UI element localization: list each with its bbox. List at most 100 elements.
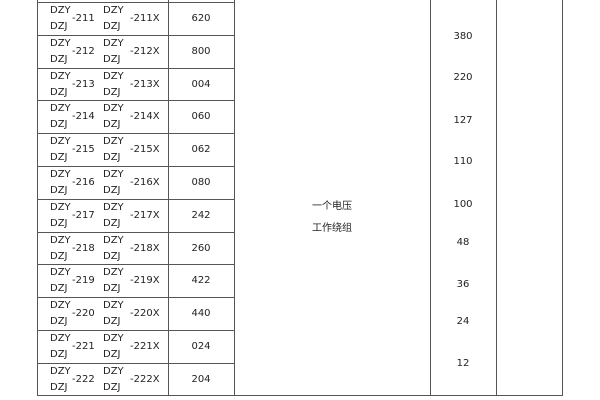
table-row: DZY DZJ -218 DZY DZJ -218X 260 bbox=[37, 232, 234, 265]
row-divider bbox=[37, 362, 234, 364]
table-row: DZY DZJ -219 DZY DZJ -219X 422 bbox=[37, 264, 234, 297]
cell-n: -216 bbox=[72, 177, 95, 188]
cell-p2: DZJ bbox=[50, 250, 68, 262]
row-divider bbox=[37, 67, 234, 69]
cell-q1: DZY bbox=[103, 5, 124, 16]
winding-label-line1: 一个电压 bbox=[312, 201, 352, 212]
winding-label-line2: 工作绕组 bbox=[312, 223, 352, 234]
cell-code: 422 bbox=[191, 275, 211, 287]
voltage-value: 110 bbox=[453, 156, 473, 167]
cell-p1: DZY bbox=[50, 169, 71, 180]
cell-code: 080 bbox=[191, 177, 211, 188]
cell-code: 440 bbox=[191, 308, 211, 320]
cell-n: -219 bbox=[72, 275, 95, 287]
voltage-value: 12 bbox=[456, 358, 470, 369]
cell-x: -211X bbox=[130, 13, 160, 24]
cell-code: 620 bbox=[191, 13, 211, 24]
cell-n: -213 bbox=[72, 78, 95, 90]
cell-p2: DZJ bbox=[50, 86, 68, 98]
voltage-value: 100 bbox=[453, 199, 473, 210]
cell-p2: DZJ bbox=[50, 283, 68, 295]
table-row: DZY DZJ -211 DZY DZJ -211X 620 bbox=[37, 2, 234, 35]
cell-code: 060 bbox=[191, 111, 211, 123]
column-divider bbox=[168, 0, 169, 396]
cell-p1: DZY bbox=[50, 234, 71, 246]
cell-p2: DZJ bbox=[50, 21, 68, 32]
cell-p2: DZJ bbox=[50, 53, 68, 65]
cell-q2: DZJ bbox=[103, 53, 121, 65]
cell-n: -211 bbox=[72, 13, 95, 24]
row-divider bbox=[37, 166, 234, 167]
cell-p1: DZY bbox=[50, 70, 71, 82]
cell-x: -212X bbox=[130, 45, 160, 57]
cell-q2: DZJ bbox=[103, 217, 121, 229]
cell-x: -222X bbox=[130, 373, 160, 385]
cell-p1: DZY bbox=[50, 103, 71, 115]
cell-x: -217X bbox=[130, 209, 160, 221]
cell-q2: DZJ bbox=[103, 349, 121, 360]
voltage-value: 48 bbox=[456, 237, 470, 248]
cell-q1: DZY bbox=[103, 234, 124, 246]
table-row: DZY DZJ -220 DZY DZJ -220X 440 bbox=[37, 297, 234, 330]
cell-q1: DZY bbox=[103, 365, 124, 377]
cell-n: -215 bbox=[72, 144, 95, 156]
cell-code: 800 bbox=[191, 45, 211, 57]
cell-code: 024 bbox=[191, 341, 211, 352]
cell-code: 242 bbox=[191, 209, 211, 221]
cell-p1: DZY bbox=[50, 300, 71, 312]
cell-q1: DZY bbox=[103, 201, 124, 213]
cell-q2: DZJ bbox=[103, 381, 121, 393]
column-divider bbox=[496, 0, 497, 396]
cell-p2: DZJ bbox=[50, 119, 68, 131]
cell-p1: DZY bbox=[50, 136, 71, 148]
voltage-value: 24 bbox=[456, 316, 470, 327]
cell-p1: DZY bbox=[50, 37, 71, 49]
cell-code: 062 bbox=[191, 144, 211, 156]
row-divider bbox=[37, 100, 234, 102]
voltage-value: 380 bbox=[453, 31, 473, 42]
cell-n: -222 bbox=[72, 373, 95, 385]
cell-code: 260 bbox=[191, 242, 211, 254]
table-bottom-border bbox=[37, 395, 562, 396]
cell-n: -221 bbox=[72, 341, 95, 352]
cell-p2: DZJ bbox=[50, 316, 68, 328]
cell-code: 004 bbox=[191, 78, 211, 90]
row-divider bbox=[37, 198, 234, 200]
cell-q2: DZJ bbox=[103, 152, 121, 164]
row-divider bbox=[37, 2, 234, 3]
table-row: DZY DZJ -215 DZY DZJ -215X 062 bbox=[37, 133, 234, 166]
table-border bbox=[562, 0, 563, 396]
cell-p1: DZY bbox=[50, 201, 71, 213]
row-divider bbox=[37, 297, 234, 299]
cell-x: -218X bbox=[130, 242, 160, 254]
cell-q2: DZJ bbox=[103, 250, 121, 262]
cell-n: -217 bbox=[72, 209, 95, 221]
cell-q1: DZY bbox=[103, 169, 124, 180]
cell-q2: DZJ bbox=[103, 119, 121, 131]
cell-q2: DZJ bbox=[103, 316, 121, 328]
table-row: DZY DZJ -217 DZY DZJ -217X 242 bbox=[37, 199, 234, 232]
table-row: DZY DZJ -213 DZY DZJ -213X 004 bbox=[37, 68, 234, 101]
cell-p2: DZJ bbox=[50, 152, 68, 164]
cell-code: 204 bbox=[191, 373, 211, 385]
cell-x: -220X bbox=[130, 308, 160, 320]
cell-p1: DZY bbox=[50, 333, 71, 344]
voltage-value: 36 bbox=[456, 279, 470, 290]
table-row: DZY DZJ -222 DZY DZJ -222X 204 bbox=[37, 363, 234, 396]
cell-q1: DZY bbox=[103, 300, 124, 312]
table-row: DZY DZJ -221 DZY DZJ -221X 024 bbox=[37, 330, 234, 363]
cell-p2: DZJ bbox=[50, 217, 68, 229]
cell-x: -216X bbox=[130, 177, 160, 188]
cell-q2: DZJ bbox=[103, 21, 121, 32]
row-divider bbox=[37, 264, 234, 266]
table-row: DZY DZJ -214 DZY DZJ -214X 060 bbox=[37, 100, 234, 133]
row-divider bbox=[37, 34, 234, 36]
cell-p1: DZY bbox=[50, 5, 71, 16]
voltage-value: 220 bbox=[453, 72, 473, 83]
cell-p2: DZJ bbox=[50, 185, 68, 196]
cell-x: -215X bbox=[130, 144, 160, 156]
cell-p2: DZJ bbox=[50, 349, 68, 360]
cell-p2: DZJ bbox=[50, 381, 68, 393]
cell-q1: DZY bbox=[103, 333, 124, 344]
cell-x: -221X bbox=[130, 341, 160, 352]
